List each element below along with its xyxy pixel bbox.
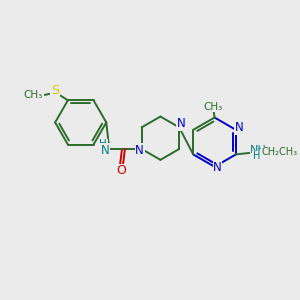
Text: CH₃: CH₃: [203, 102, 222, 112]
Text: O: O: [116, 164, 126, 177]
Text: H: H: [253, 152, 260, 161]
Text: N: N: [235, 122, 243, 134]
Text: N: N: [101, 143, 110, 157]
Text: H: H: [99, 139, 107, 149]
Text: CH₃: CH₃: [24, 90, 43, 100]
Text: N: N: [135, 143, 144, 157]
Text: N: N: [213, 161, 222, 174]
Text: CH₂CH₃: CH₂CH₃: [261, 148, 297, 158]
Text: N: N: [177, 117, 185, 130]
Text: S: S: [51, 84, 59, 97]
Text: NH: NH: [250, 145, 267, 154]
